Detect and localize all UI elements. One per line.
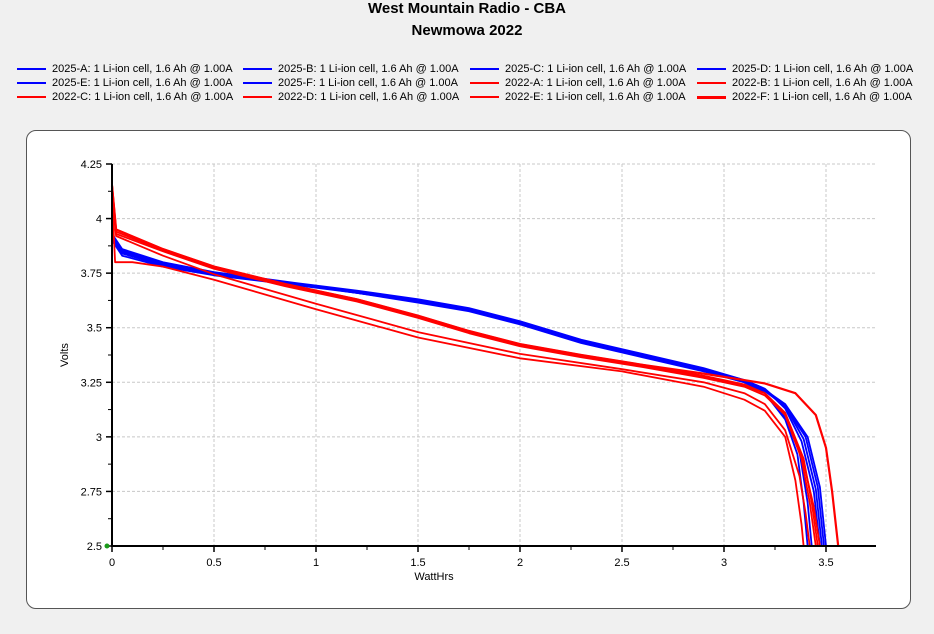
legend-entry: 2022-A: 1 Li-ion cell, 1.6 Ah @ 1.00A bbox=[470, 76, 686, 90]
y-tick-label: 3.5 bbox=[87, 323, 102, 335]
legend-entry: 2025-A: 1 Li-ion cell, 1.6 Ah @ 1.00A bbox=[17, 62, 233, 76]
x-tick-label: 3.5 bbox=[818, 557, 833, 569]
legend-swatch bbox=[697, 95, 726, 99]
legend-label: 2025-A: 1 Li-ion cell, 1.6 Ah @ 1.00A bbox=[52, 63, 233, 75]
x-tick-label: 1.5 bbox=[410, 557, 425, 569]
legend-label: 2022-A: 1 Li-ion cell, 1.6 Ah @ 1.00A bbox=[505, 77, 686, 89]
legend-entry: 2025-D: 1 Li-ion cell, 1.6 Ah @ 1.00A bbox=[697, 62, 913, 76]
x-tick-label: 1 bbox=[313, 557, 319, 569]
legend-entry: 2022-E: 1 Li-ion cell, 1.6 Ah @ 1.00A bbox=[470, 90, 686, 104]
legend-entry: 2025-B: 1 Li-ion cell, 1.6 Ah @ 1.00A bbox=[243, 62, 459, 76]
legend-label: 2022-B: 1 Li-ion cell, 1.6 Ah @ 1.00A bbox=[732, 77, 913, 89]
x-tick-label: 2 bbox=[517, 557, 523, 569]
y-tick-label: 2.5 bbox=[87, 541, 102, 553]
series-line bbox=[111, 187, 821, 547]
x-tick-label: 2.5 bbox=[614, 557, 629, 569]
legend-label: 2025-F: 1 Li-ion cell, 1.6 Ah @ 1.00A bbox=[278, 77, 458, 89]
x-tick-label: 0.5 bbox=[206, 557, 221, 569]
legend-label: 2022-C: 1 Li-ion cell, 1.6 Ah @ 1.00A bbox=[52, 91, 234, 103]
y-tick-label: 4.25 bbox=[81, 159, 102, 171]
legend-label: 2022-E: 1 Li-ion cell, 1.6 Ah @ 1.00A bbox=[505, 91, 686, 103]
legend-swatch bbox=[243, 96, 272, 99]
legend-label: 2025-C: 1 Li-ion cell, 1.6 Ah @ 1.00A bbox=[505, 63, 687, 75]
y-tick-label: 3.25 bbox=[81, 377, 102, 389]
origin-marker bbox=[104, 543, 110, 549]
legend-swatch bbox=[470, 96, 499, 99]
legend-label: 2025-B: 1 Li-ion cell, 1.6 Ah @ 1.00A bbox=[278, 63, 459, 75]
legend-swatch bbox=[470, 68, 499, 71]
series-line bbox=[111, 237, 827, 547]
series-line bbox=[111, 185, 819, 547]
y-tick-label: 2.75 bbox=[81, 486, 102, 498]
legend-swatch bbox=[17, 82, 46, 85]
series-line bbox=[111, 196, 811, 547]
x-tick-label: 3 bbox=[721, 557, 727, 569]
series-line bbox=[111, 235, 809, 547]
legend-swatch bbox=[243, 82, 272, 85]
y-tick-label: 3.75 bbox=[81, 268, 102, 280]
x-axis-label: WattHrs bbox=[414, 571, 454, 583]
legend-label: 2025-D: 1 Li-ion cell, 1.6 Ah @ 1.00A bbox=[732, 63, 914, 75]
legend-swatch bbox=[697, 68, 726, 71]
legend-entry: 2022-D: 1 Li-ion cell, 1.6 Ah @ 1.00A bbox=[243, 90, 459, 104]
legend-label: 2022-F: 1 Li-ion cell, 1.6 Ah @ 1.00A bbox=[732, 91, 912, 103]
legend-label: 2025-E: 1 Li-ion cell, 1.6 Ah @ 1.00A bbox=[52, 77, 233, 89]
series-line bbox=[111, 196, 805, 547]
y-tick-label: 3 bbox=[96, 432, 102, 444]
legend-swatch bbox=[470, 82, 499, 85]
legend-entry: 2022-F: 1 Li-ion cell, 1.6 Ah @ 1.00A bbox=[697, 90, 912, 104]
legend-label: 2022-D: 1 Li-ion cell, 1.6 Ah @ 1.00A bbox=[278, 91, 460, 103]
legend-swatch bbox=[17, 96, 46, 99]
chart-title: West Mountain Radio - CBA bbox=[367, 0, 567, 17]
x-tick-label: 0 bbox=[109, 557, 115, 569]
legend-swatch bbox=[243, 68, 272, 71]
legend-entry: 2025-C: 1 Li-ion cell, 1.6 Ah @ 1.00A bbox=[470, 62, 686, 76]
y-tick-label: 4 bbox=[96, 214, 102, 226]
series-line bbox=[110, 185, 840, 547]
legend: 2025-A: 1 Li-ion cell, 1.6 Ah @ 1.00A 202… bbox=[0, 62, 934, 112]
legend-entry: 2025-F: 1 Li-ion cell, 1.6 Ah @ 1.00A bbox=[243, 76, 458, 90]
legend-swatch bbox=[17, 68, 46, 71]
legend-entry: 2022-B: 1 Li-ion cell, 1.6 Ah @ 1.00A bbox=[697, 76, 913, 90]
series-line bbox=[111, 237, 813, 547]
series-line bbox=[111, 239, 825, 547]
y-axis-label: Volts bbox=[59, 343, 71, 367]
legend-entry: 2025-E: 1 Li-ion cell, 1.6 Ah @ 1.00A bbox=[17, 76, 233, 90]
legend-swatch bbox=[697, 82, 726, 85]
legend-entry: 2022-C: 1 Li-ion cell, 1.6 Ah @ 1.00A bbox=[17, 90, 233, 104]
chart-subtitle: Newmowa 2022 bbox=[411, 22, 523, 39]
plot-frame bbox=[26, 130, 911, 609]
